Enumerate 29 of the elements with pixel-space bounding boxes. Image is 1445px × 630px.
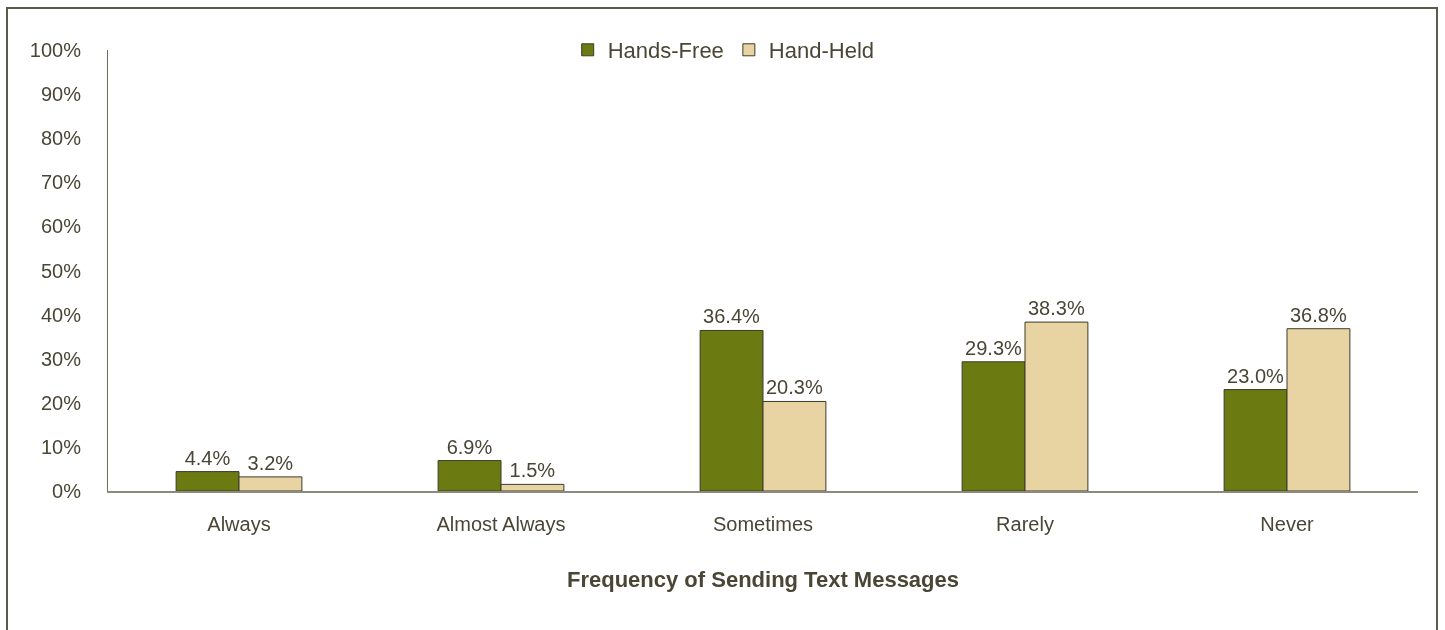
- data-label: 3.2%: [247, 451, 294, 474]
- data-label: 1.5%: [509, 459, 556, 482]
- y-tick-label: 60%: [40, 215, 82, 238]
- x-tick-label: Never: [1260, 512, 1315, 535]
- legend-label: Hands-Free: [607, 38, 724, 64]
- y-tick-label: 50%: [40, 259, 82, 282]
- y-tick-label: 30%: [40, 347, 82, 370]
- data-label: 29.3%: [965, 336, 1023, 359]
- y-tick-label: 40%: [40, 303, 82, 326]
- y-tick-label: 70%: [40, 171, 82, 194]
- data-label: 6.9%: [446, 435, 493, 458]
- y-tick-label: 0%: [52, 480, 82, 502]
- x-tick-label: Sometimes: [712, 512, 814, 535]
- data-label: 20.3%: [765, 376, 823, 399]
- y-tick-label: 80%: [40, 127, 82, 150]
- x-tick-label: Almost Always: [436, 512, 566, 535]
- x-axis-title: Frequency of Sending Text Messages: [566, 567, 960, 593]
- data-label: 36.8%: [1289, 303, 1347, 326]
- data-label: 38.3%: [1027, 297, 1085, 320]
- data-label: 4.4%: [184, 446, 231, 469]
- data-label: 36.4%: [703, 305, 761, 328]
- y-tick-label: 20%: [40, 391, 82, 414]
- x-tick-label: Rarely: [996, 512, 1054, 535]
- x-tick-label: Always: [207, 512, 271, 535]
- legend-label: Hand-Held: [768, 38, 875, 64]
- y-tick-label: 10%: [40, 435, 82, 458]
- y-tick-label: 100%: [29, 39, 82, 61]
- data-label: 23.0%: [1227, 364, 1285, 387]
- y-tick-label: 90%: [40, 83, 82, 106]
